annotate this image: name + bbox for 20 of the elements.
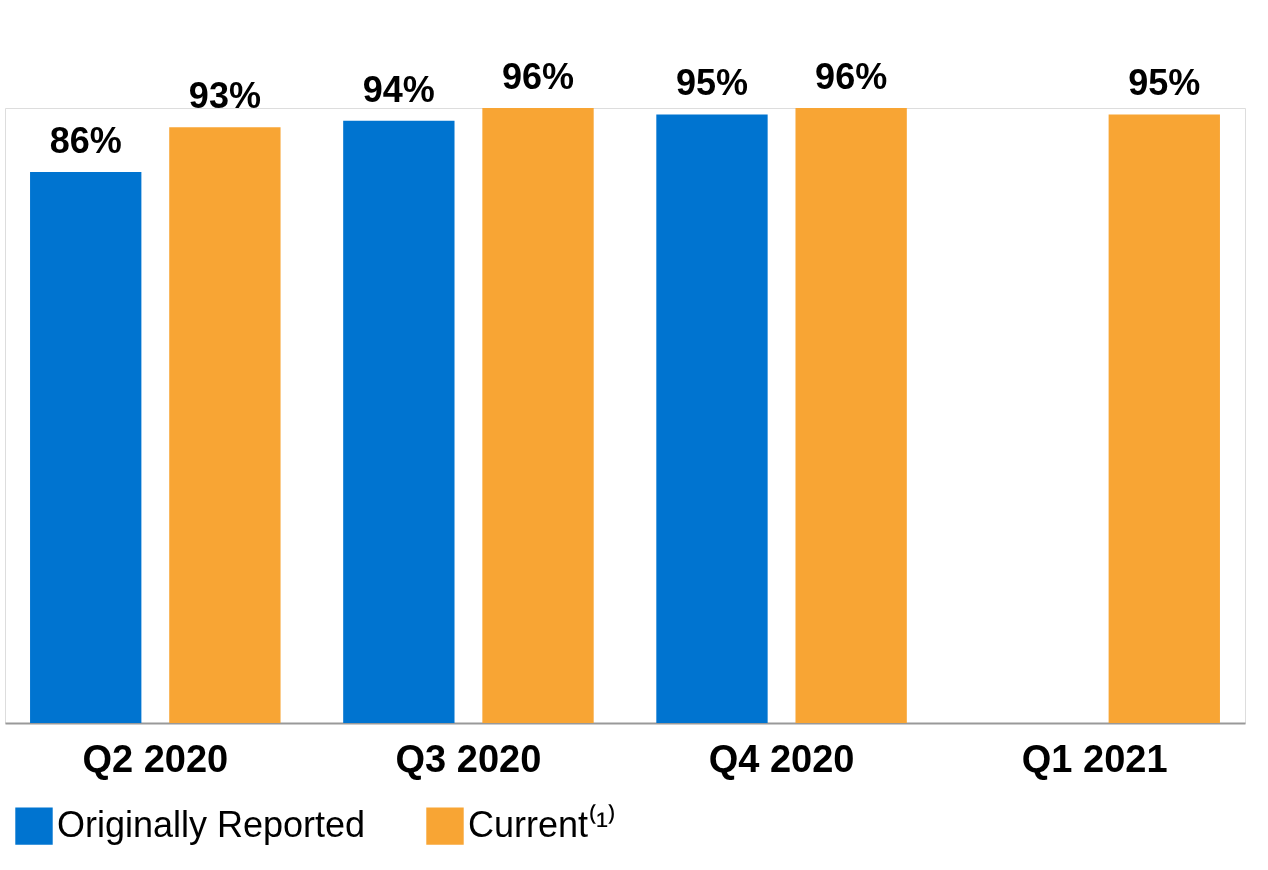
data-label: 96% [501, 56, 575, 97]
x-tick-label: Q1 2021 [1021, 737, 1168, 780]
bar [30, 172, 142, 723]
data-label: 95% [1128, 62, 1201, 104]
data-label: 93% [188, 75, 261, 117]
x-tick-label: Q2 2020 [82, 737, 229, 780]
bar [656, 114, 768, 723]
bar [1108, 114, 1220, 723]
data-label: 96% [815, 56, 888, 97]
bar [795, 108, 907, 723]
data-label: 95% [675, 62, 749, 104]
data-label: 94% [362, 68, 435, 110]
legend-label: Current⁽¹⁾ [468, 804, 617, 846]
bar [343, 120, 455, 723]
legend-label: Originally Reported [57, 804, 366, 846]
bar [169, 127, 281, 723]
bar [482, 108, 594, 723]
x-tick-label: Q4 2020 [708, 737, 855, 780]
x-tick-label: Q3 2020 [395, 737, 542, 780]
data-label: 86% [49, 120, 122, 162]
